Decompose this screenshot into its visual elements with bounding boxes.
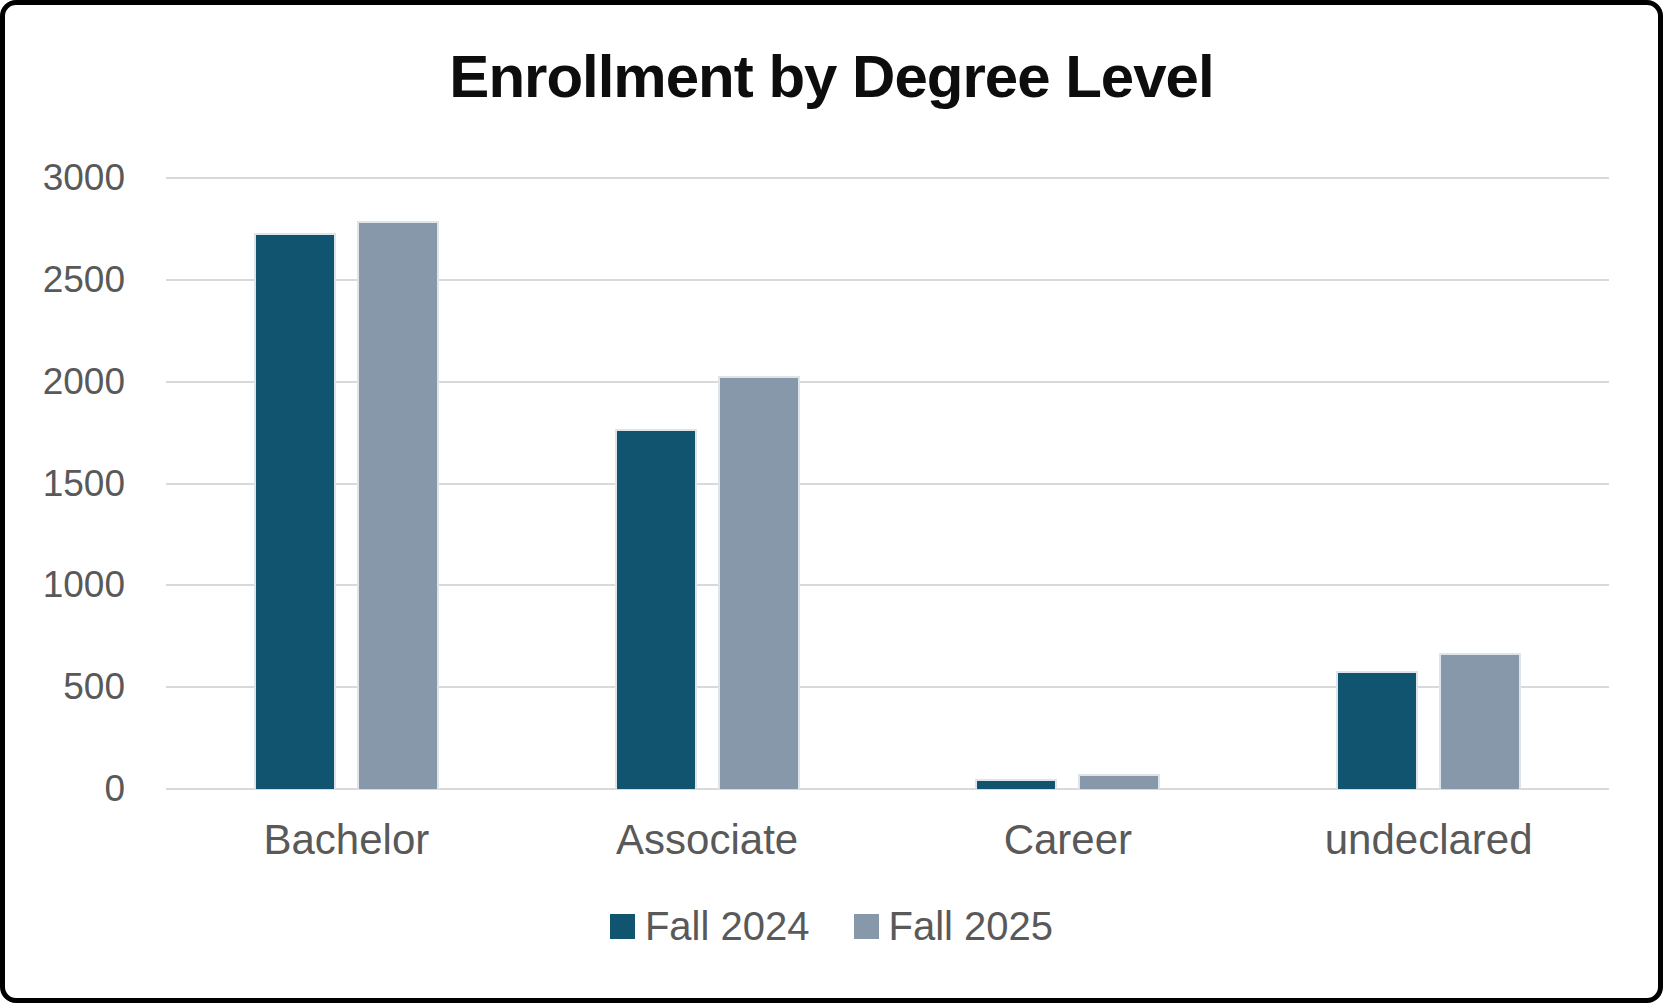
- y-tick-label-2000: 2000: [5, 363, 125, 401]
- chart-title: Enrollment by Degree Level: [5, 45, 1658, 109]
- y-axis: 0 500 1000 1500 2000 2500 3000: [5, 5, 125, 998]
- legend-label-fall-2024: Fall 2024: [645, 905, 810, 947]
- y-tick-label-500: 500: [5, 668, 125, 706]
- bar-fall-2025-career: [1078, 774, 1160, 789]
- x-category-label-bachelor: Bachelor: [263, 818, 429, 862]
- x-category-label-career: Career: [1004, 818, 1132, 862]
- bar-fall-2024-associate: [615, 429, 697, 789]
- plot-area: [166, 178, 1609, 789]
- legend-item-fall-2025: Fall 2025: [854, 905, 1054, 947]
- bar-fall-2025-associate: [718, 376, 800, 789]
- y-tick-label-0: 0: [5, 770, 125, 808]
- chart-frame: Enrollment by Degree Level 0 500 1000 1500 2…: [0, 0, 1663, 1003]
- legend-swatch-fall-2025: [854, 914, 879, 939]
- bar-fall-2024-bachelor: [254, 233, 336, 789]
- legend: Fall 2024 Fall 2025: [5, 905, 1658, 947]
- bar-fall-2025-bachelor: [357, 221, 439, 789]
- bar-fall-2025-undeclared: [1439, 653, 1521, 789]
- legend-label-fall-2025: Fall 2025: [889, 905, 1054, 947]
- y-tick-label-3000: 3000: [5, 159, 125, 197]
- y-tick-label-2500: 2500: [5, 261, 125, 299]
- legend-swatch-fall-2024: [610, 914, 635, 939]
- x-category-label-associate: Associate: [616, 818, 798, 862]
- bar-fall-2024-undeclared: [1336, 671, 1418, 789]
- bar-fall-2024-career: [975, 779, 1057, 789]
- y-tick-label-1500: 1500: [5, 465, 125, 503]
- legend-item-fall-2024: Fall 2024: [610, 905, 810, 947]
- y-tick-label-1000: 1000: [5, 566, 125, 604]
- x-category-label-undeclared: undeclared: [1325, 818, 1533, 862]
- gridline-3000: [166, 177, 1609, 179]
